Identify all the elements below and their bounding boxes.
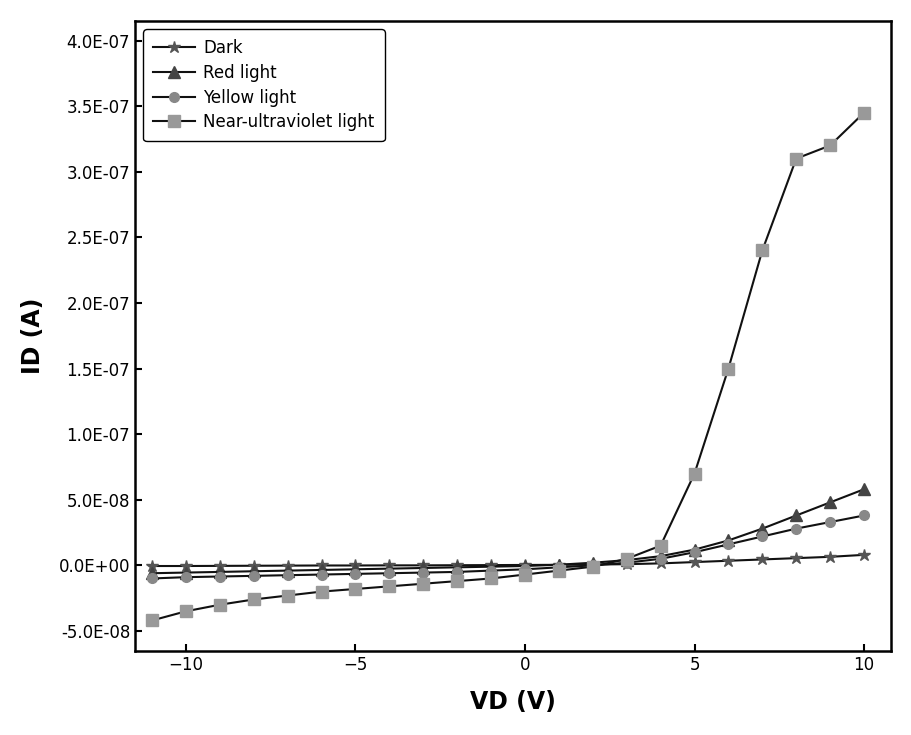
Yellow light [689, 548, 700, 556]
Near-ultraviolet light [451, 577, 462, 586]
Yellow light [587, 561, 598, 570]
Yellow light [417, 568, 428, 577]
Dark [857, 551, 868, 559]
Yellow light [485, 566, 496, 575]
Legend: Dark, Red light, Yellow light, Near-ultraviolet light: Dark, Red light, Yellow light, Near-ultr… [143, 29, 384, 141]
Yellow light [147, 574, 158, 583]
Near-ultraviolet light [147, 616, 158, 625]
Near-ultraviolet light [281, 591, 292, 600]
Dark [451, 561, 462, 570]
Dark [384, 561, 394, 570]
Red light [248, 567, 259, 576]
Near-ultraviolet light [316, 587, 327, 596]
Dark [553, 560, 564, 569]
Red light [587, 559, 598, 567]
Yellow light [248, 571, 259, 580]
Dark [587, 560, 598, 569]
Yellow light [519, 565, 530, 574]
Near-ultraviolet light [620, 554, 631, 563]
Near-ultraviolet light [485, 574, 496, 583]
Near-ultraviolet light [384, 582, 394, 591]
Yellow light [281, 571, 292, 580]
Near-ultraviolet light [248, 595, 259, 604]
Red light [519, 562, 530, 570]
Red light [451, 563, 462, 572]
Yellow light [824, 517, 834, 526]
Dark [180, 562, 191, 570]
Dark [350, 561, 361, 570]
Red light [824, 498, 834, 506]
Yellow light [350, 570, 361, 578]
Yellow light [553, 563, 564, 572]
Yellow light [654, 554, 665, 563]
Dark [417, 561, 428, 570]
Dark [790, 553, 801, 562]
Near-ultraviolet light [654, 541, 665, 550]
Near-ultraviolet light [587, 562, 598, 571]
Yellow light [384, 569, 394, 578]
Near-ultraviolet light [180, 607, 191, 616]
Red light [654, 552, 665, 561]
Near-ultraviolet light [824, 141, 834, 150]
Red light [350, 565, 361, 574]
Near-ultraviolet light [756, 246, 767, 255]
Near-ultraviolet light [722, 364, 733, 373]
Red light [756, 524, 767, 533]
Yellow light [316, 570, 327, 579]
Dark [722, 556, 733, 565]
Red light [790, 511, 801, 520]
Yellow light [214, 572, 225, 581]
Line: Dark: Dark [146, 548, 869, 573]
Near-ultraviolet light [214, 600, 225, 609]
Red light [147, 569, 158, 578]
Dark [519, 561, 530, 570]
Dark [756, 555, 767, 564]
Dark [248, 562, 259, 570]
Red light [553, 560, 564, 569]
Yellow light [790, 524, 801, 533]
Red light [316, 565, 327, 574]
Red light [485, 562, 496, 571]
Red light [214, 567, 225, 576]
Dark [620, 560, 631, 569]
Red light [180, 568, 191, 577]
Near-ultraviolet light [553, 566, 564, 575]
Near-ultraviolet light [857, 108, 868, 117]
Yellow light [620, 559, 631, 567]
Dark [824, 553, 834, 562]
Near-ultraviolet light [350, 584, 361, 593]
Dark [214, 562, 225, 570]
Red light [857, 485, 868, 494]
Near-ultraviolet light [790, 154, 801, 163]
Near-ultraviolet light [519, 570, 530, 579]
Yellow light [756, 532, 767, 541]
Dark [689, 558, 700, 567]
Near-ultraviolet light [689, 469, 700, 478]
Red light [384, 564, 394, 573]
Red light [417, 564, 428, 573]
Red light [689, 545, 700, 554]
Yellow light [722, 540, 733, 549]
Yellow light [857, 511, 868, 520]
Dark [485, 561, 496, 570]
Yellow light [451, 567, 462, 576]
Near-ultraviolet light [417, 579, 428, 588]
Y-axis label: ID (A): ID (A) [21, 298, 45, 374]
Line: Red light: Red light [147, 484, 869, 578]
Red light [620, 556, 631, 564]
X-axis label: VD (V): VD (V) [470, 690, 556, 714]
Red light [281, 566, 292, 575]
Dark [281, 562, 292, 570]
Line: Near-ultraviolet light: Near-ultraviolet light [147, 107, 869, 626]
Line: Yellow light: Yellow light [147, 511, 868, 584]
Dark [654, 559, 665, 568]
Red light [722, 536, 733, 545]
Dark [316, 561, 327, 570]
Yellow light [180, 573, 191, 581]
Dark [147, 562, 158, 570]
